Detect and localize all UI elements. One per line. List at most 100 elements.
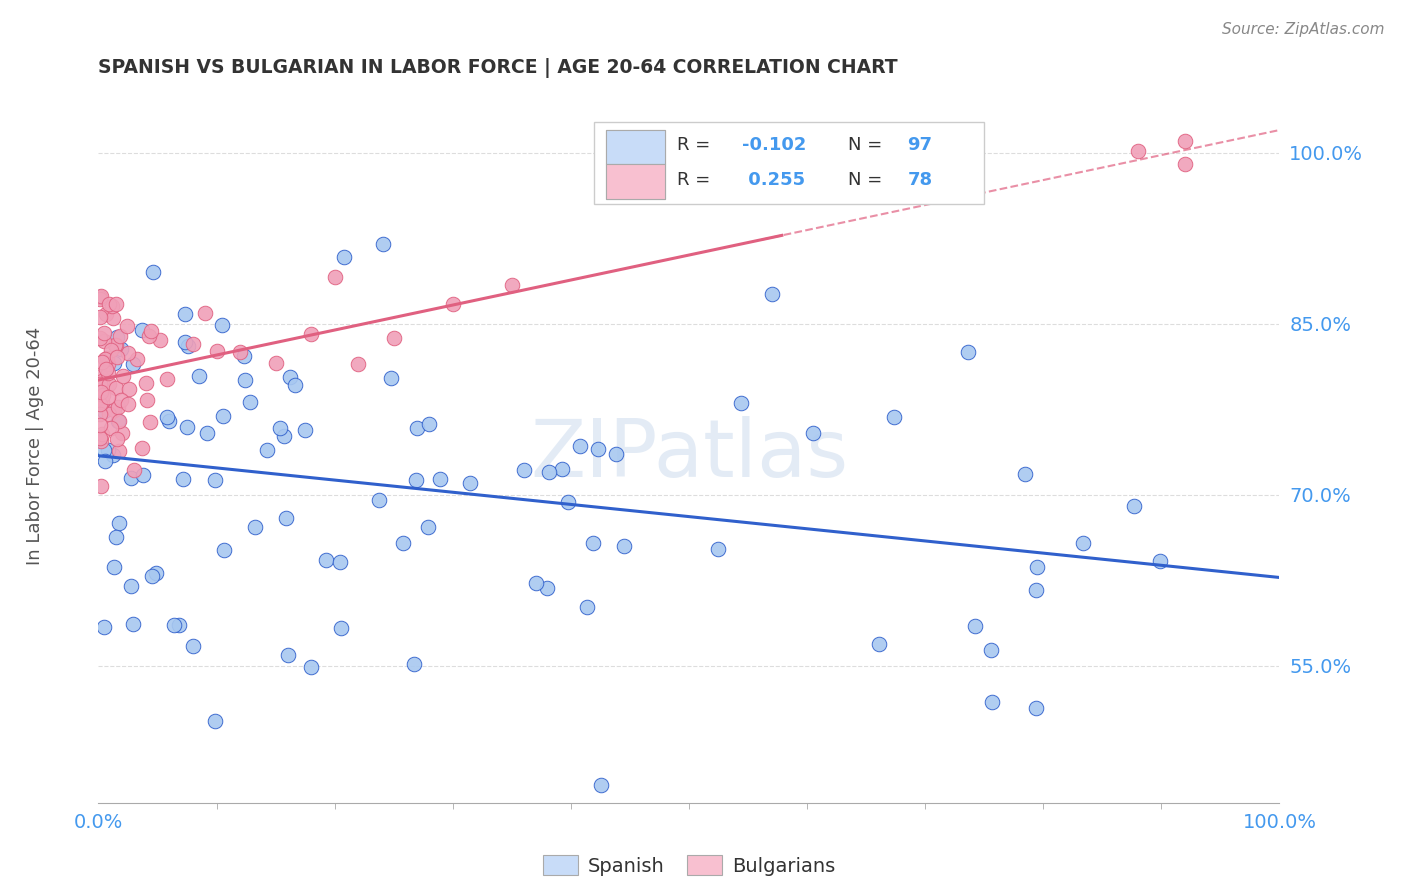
Point	[135, 376, 157, 391]
Point	[121, 357, 143, 371]
Point	[405, 473, 427, 487]
Point	[402, 657, 425, 671]
Text: Source: ZipAtlas.com: Source: ZipAtlas.com	[1222, 22, 1385, 37]
Point	[269, 421, 291, 435]
Point	[89, 331, 111, 345]
Point	[460, 475, 482, 490]
Point	[110, 392, 132, 407]
Point	[89, 293, 111, 307]
Point	[707, 541, 730, 556]
Point	[211, 409, 233, 423]
Point	[118, 383, 141, 397]
Point	[239, 395, 262, 409]
Text: 97: 97	[907, 136, 932, 154]
Point	[557, 495, 579, 509]
Point	[576, 599, 599, 614]
Point	[963, 618, 986, 632]
Point	[181, 639, 204, 653]
Point	[392, 535, 415, 549]
Point	[100, 420, 122, 434]
Point	[142, 264, 165, 278]
Point	[91, 355, 114, 369]
Point	[368, 493, 391, 508]
Point	[108, 414, 131, 428]
Point	[89, 376, 111, 391]
Point	[103, 403, 125, 417]
Point	[94, 361, 117, 376]
Point	[868, 637, 890, 651]
Point	[294, 423, 316, 437]
Point	[956, 345, 979, 359]
Text: SPANISH VS BULGARIAN IN LABOR FORCE | AGE 20-64 CORRELATION CHART: SPANISH VS BULGARIAN IN LABOR FORCE | AG…	[98, 58, 898, 78]
Point	[89, 418, 111, 433]
Point	[591, 778, 613, 792]
Point	[416, 520, 439, 534]
Point	[89, 397, 111, 411]
Point	[138, 416, 160, 430]
Point	[323, 269, 346, 284]
Point	[177, 339, 200, 353]
Point	[110, 426, 132, 441]
Point	[1123, 499, 1146, 513]
Point	[115, 319, 138, 334]
Text: 78: 78	[907, 171, 932, 189]
Point	[167, 617, 190, 632]
Point	[94, 351, 117, 366]
Text: N =: N =	[848, 171, 889, 189]
Point	[204, 714, 226, 728]
Point	[120, 470, 142, 484]
Point	[501, 277, 523, 292]
Point	[605, 447, 627, 461]
Point	[1014, 467, 1036, 481]
Text: R =: R =	[678, 171, 716, 189]
Point	[138, 329, 160, 343]
Point	[1174, 157, 1197, 171]
Point	[122, 463, 145, 477]
Point	[329, 555, 352, 569]
Point	[107, 400, 129, 414]
Point	[96, 351, 118, 365]
Point	[330, 622, 353, 636]
Point	[97, 357, 120, 371]
Point	[97, 376, 120, 391]
Point	[97, 443, 120, 458]
Point	[97, 390, 120, 404]
Point	[156, 409, 179, 424]
Point	[141, 324, 163, 338]
Point	[1025, 582, 1047, 597]
Point	[110, 343, 132, 357]
Point	[299, 327, 322, 342]
Point	[89, 407, 111, 421]
Point	[1174, 134, 1197, 148]
Point	[1149, 554, 1171, 568]
Point	[103, 355, 125, 369]
Text: In Labor Force | Age 20-64: In Labor Force | Age 20-64	[27, 326, 44, 566]
Legend: Spanish, Bulgarians: Spanish, Bulgarians	[534, 847, 844, 884]
Point	[91, 374, 114, 388]
Point	[105, 330, 128, 344]
Point	[526, 576, 548, 591]
Point	[108, 444, 131, 458]
Point	[429, 472, 451, 486]
Point	[586, 442, 609, 456]
Text: N =: N =	[848, 136, 889, 154]
FancyBboxPatch shape	[595, 122, 984, 203]
Text: ZIPatlas: ZIPatlas	[530, 416, 848, 494]
Point	[761, 287, 783, 301]
Point	[801, 425, 824, 440]
Point	[103, 311, 125, 326]
Point	[93, 326, 115, 340]
Point	[135, 392, 157, 407]
Point	[89, 385, 111, 400]
Point	[105, 351, 128, 365]
Point	[195, 426, 218, 441]
Point	[156, 372, 179, 386]
Point	[1071, 535, 1094, 549]
Text: 0.255: 0.255	[742, 171, 806, 189]
Point	[278, 369, 301, 384]
Point	[131, 323, 153, 337]
Point	[273, 429, 295, 443]
Point	[157, 414, 180, 428]
Point	[90, 434, 112, 449]
Point	[380, 371, 402, 385]
